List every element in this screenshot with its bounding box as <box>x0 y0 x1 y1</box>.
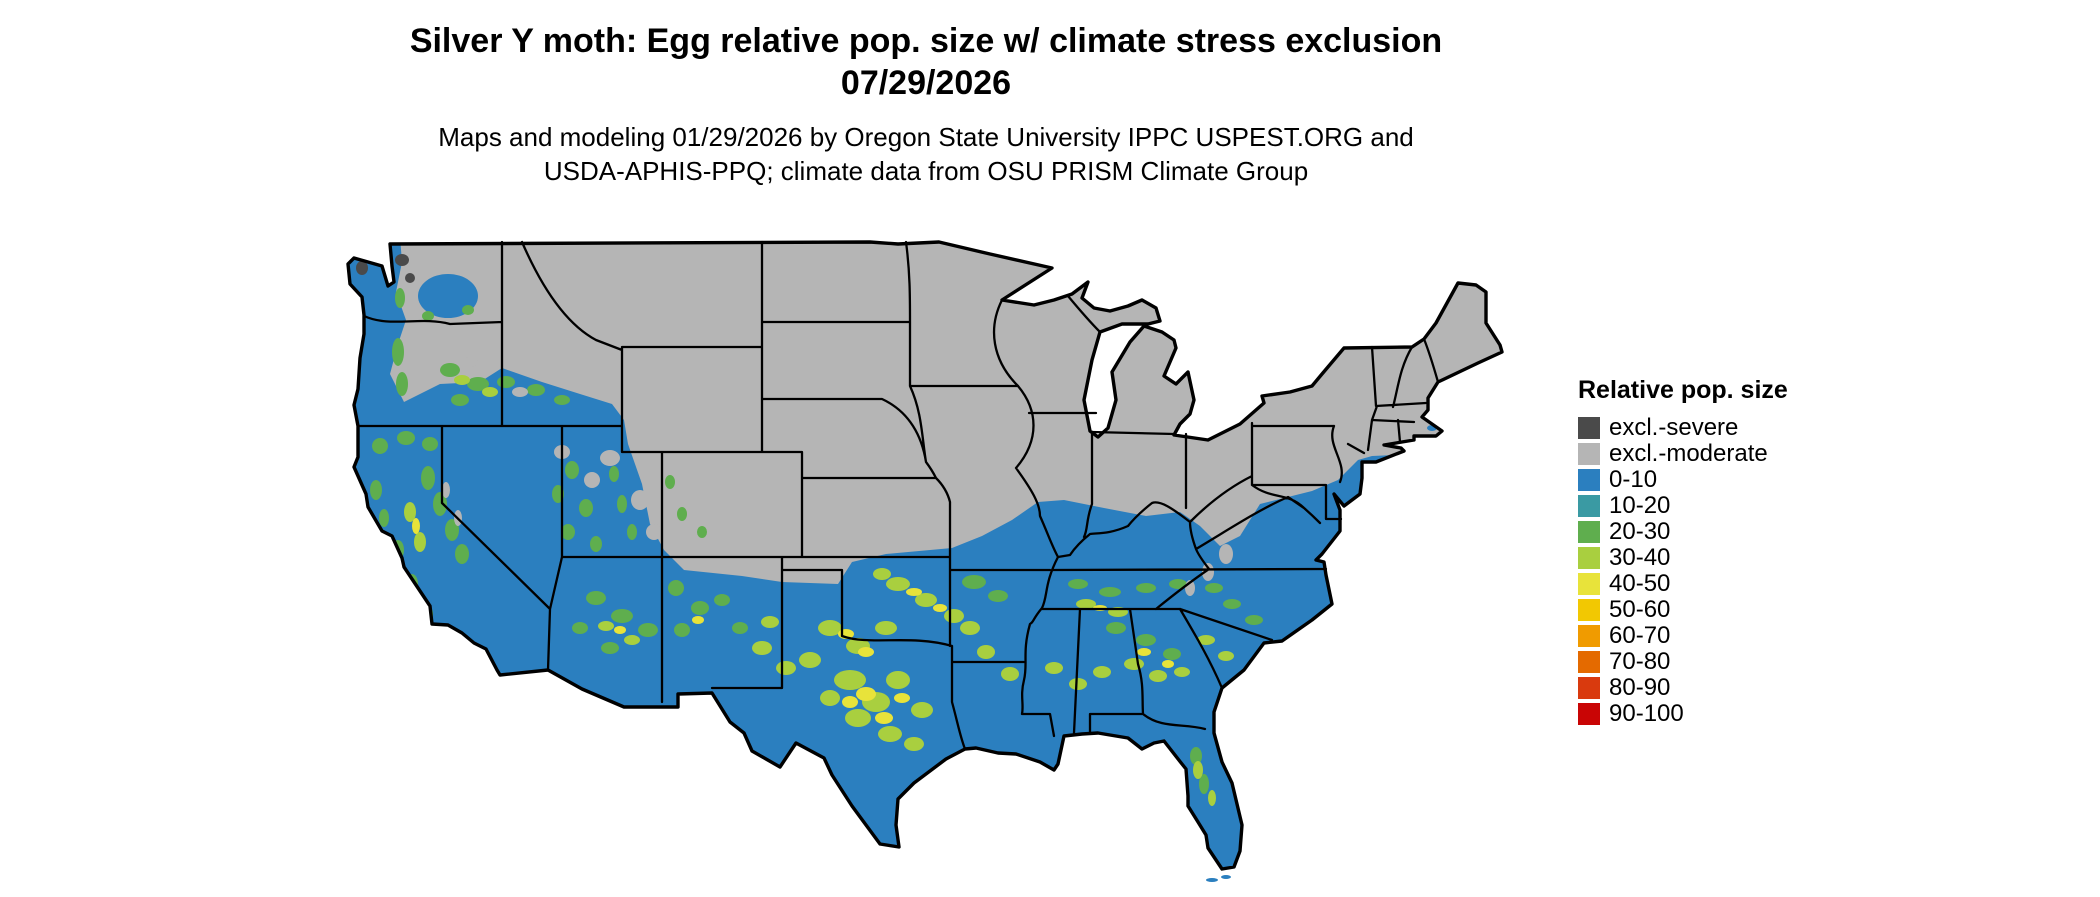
legend-entry: excl.-moderate <box>1578 440 1788 467</box>
legend-entry: 30-40 <box>1578 544 1788 571</box>
legend-entry-label: excl.-severe <box>1609 414 1739 441</box>
legend-swatch <box>1578 469 1600 491</box>
legend-entry-label: 60-70 <box>1609 622 1671 649</box>
legend-swatch <box>1578 495 1600 517</box>
legend-entry-label: 30-40 <box>1609 544 1671 571</box>
us-outline <box>346 240 1504 871</box>
credit-line-1: Maps and modeling 01/29/2026 by Oregon S… <box>438 122 1414 152</box>
legend-swatch <box>1578 417 1600 439</box>
legend-rows: excl.-severe excl.-moderate 0-10 10-20 20-30… <box>1578 414 1788 727</box>
us-map-svg <box>346 240 1504 882</box>
figure-header: Silver Y moth: Egg relative pop. size w/… <box>0 20 1852 188</box>
raster-yellow-speckle <box>412 518 1174 724</box>
legend-entry: 0-10 <box>1578 466 1788 493</box>
state-borders-layer <box>356 240 1440 751</box>
us-map <box>310 232 1535 892</box>
legend: Relative pop. size excl.-severe excl.-mod… <box>1578 376 1788 727</box>
legend-swatch <box>1578 573 1600 595</box>
legend-entry: 80-90 <box>1578 674 1788 701</box>
raster-severe-speckle <box>356 254 415 283</box>
legend-entry: 70-80 <box>1578 648 1788 675</box>
legend-entry-label: 0-10 <box>1609 466 1658 493</box>
population-raster-layer <box>348 242 1502 869</box>
legend-entry-label: 20-30 <box>1609 518 1671 545</box>
legend-entry: 40-50 <box>1578 570 1788 597</box>
legend-swatch <box>1578 625 1600 647</box>
legend-title: Relative pop. size <box>1578 376 1788 404</box>
legend-entry-label: 90-100 <box>1609 700 1684 727</box>
legend-entry-label: 40-50 <box>1609 570 1671 597</box>
legend-swatch <box>1578 521 1600 543</box>
legend-swatch <box>1578 651 1600 673</box>
legend-entry-label: 10-20 <box>1609 492 1671 519</box>
legend-swatch <box>1578 443 1600 465</box>
legend-swatch <box>1578 703 1600 725</box>
legend-swatch <box>1578 599 1600 621</box>
legend-entry: 10-20 <box>1578 492 1788 519</box>
map-title: Silver Y moth: Egg relative pop. size w/… <box>409 22 1443 60</box>
legend-entry: 60-70 <box>1578 622 1788 649</box>
legend-entry: excl.-severe <box>1578 414 1788 441</box>
legend-entry: 50-60 <box>1578 596 1788 623</box>
florida-keys <box>1206 875 1231 882</box>
legend-entry-label: 80-90 <box>1609 674 1671 701</box>
legend-entry-label: 50-60 <box>1609 596 1671 623</box>
legend-entry: 20-30 <box>1578 518 1788 545</box>
credit-line-2: USDA-APHIS-PPQ; climate data from OSU PR… <box>543 156 1309 186</box>
legend-entry: 90-100 <box>1578 700 1788 727</box>
legend-entry-label: excl.-moderate <box>1609 440 1768 467</box>
map-credits: Maps and modeling 01/29/2026 by Oregon S… <box>0 120 1852 188</box>
map-date: 07/29/2026 <box>840 64 1012 102</box>
legend-swatch <box>1578 547 1600 569</box>
legend-swatch <box>1578 677 1600 699</box>
legend-entry-label: 70-80 <box>1609 648 1671 675</box>
